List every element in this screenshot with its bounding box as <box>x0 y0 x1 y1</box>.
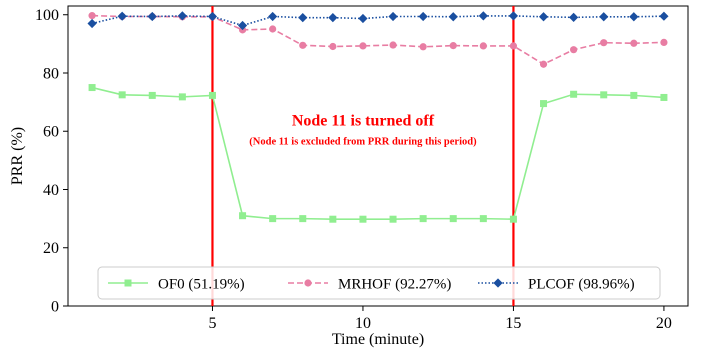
data-point <box>629 12 639 22</box>
series-layer <box>87 11 669 223</box>
series-3 <box>87 11 669 31</box>
x-tick-label: 5 <box>208 315 216 332</box>
data-point <box>538 12 549 22</box>
legend-label: PLCOF (98.96%) <box>528 277 635 293</box>
data-point <box>600 91 608 99</box>
data-point <box>509 42 518 50</box>
data-point <box>419 215 427 223</box>
data-point <box>269 25 277 33</box>
period-markers <box>211 6 515 306</box>
data-point <box>298 13 308 23</box>
data-point <box>570 90 578 98</box>
data-point <box>599 12 609 22</box>
data-point <box>208 91 216 99</box>
data-point <box>479 215 487 223</box>
y-tick-label: 80 <box>43 65 59 82</box>
series-line <box>92 14 664 66</box>
data-point <box>448 12 458 22</box>
data-point <box>449 42 457 50</box>
data-point <box>539 60 548 68</box>
data-point <box>87 18 97 29</box>
data-point <box>268 11 278 22</box>
legend: OF0 (51.19%) MRHOF (92.27%) PLCOF (98.96%) <box>97 266 661 300</box>
legend-label: OF0 (51.19%) <box>158 277 245 293</box>
data-point <box>659 11 669 21</box>
data-point <box>148 91 156 99</box>
data-point <box>630 39 638 47</box>
x-tick-label: 20 <box>656 315 672 332</box>
data-point <box>88 12 96 20</box>
data-point <box>117 11 127 21</box>
y-tick-label: 0 <box>51 299 59 316</box>
data-point <box>359 42 367 50</box>
series-line <box>91 86 664 221</box>
y-tick-label: 20 <box>43 240 59 257</box>
data-point <box>449 215 457 223</box>
data-point <box>329 215 337 223</box>
data-point <box>660 93 668 101</box>
data-point <box>600 39 608 47</box>
data-point <box>479 42 487 50</box>
data-point <box>358 13 368 24</box>
axes-layer: 5 10 15 20 0 20 40 60 80 100 Time (minute) PRR (%) <box>9 7 672 348</box>
legend-marker <box>304 279 312 287</box>
annotation-title: Node 11 is turned off <box>292 112 435 129</box>
data-point <box>660 38 668 47</box>
data-point <box>239 212 247 220</box>
data-point <box>328 13 338 23</box>
data-point <box>88 84 96 92</box>
data-point <box>388 11 398 22</box>
legend-marker <box>493 278 503 288</box>
annotation-subtitle: (Node 11 is excluded from PRR during thi… <box>249 136 477 147</box>
plot-area-frame <box>67 5 689 307</box>
data-point <box>540 100 548 108</box>
series-1 <box>88 84 668 223</box>
series-line <box>91 15 664 27</box>
data-point <box>118 91 126 99</box>
data-point <box>269 215 277 223</box>
data-point <box>237 20 248 31</box>
data-point <box>147 11 157 22</box>
x-axis-label: Time (minute) <box>332 331 424 348</box>
data-point <box>389 41 397 49</box>
data-point <box>508 11 519 21</box>
data-point <box>299 215 307 223</box>
y-tick-label: 60 <box>43 124 59 141</box>
y-tick-label: 40 <box>43 182 59 199</box>
data-point <box>389 215 397 223</box>
data-point <box>509 215 517 223</box>
y-tick-label: 100 <box>35 7 59 24</box>
data-point <box>569 12 579 22</box>
data-point <box>478 11 488 21</box>
annotations-layer: Node 11 is turned off (Node 11 is exclude… <box>249 112 477 147</box>
series-2 <box>88 12 668 68</box>
legend-marker <box>124 279 132 287</box>
data-point <box>178 93 186 101</box>
x-tick-label: 15 <box>505 315 521 332</box>
legend-label: MRHOF (92.27%) <box>338 277 451 293</box>
data-point <box>630 91 638 99</box>
data-point <box>207 11 218 22</box>
legend-box <box>97 266 661 300</box>
data-point <box>419 43 427 51</box>
y-axis-label: PRR (%) <box>9 127 26 185</box>
data-point <box>570 46 578 54</box>
data-point <box>299 41 307 49</box>
data-point <box>329 42 337 51</box>
data-point <box>418 11 428 22</box>
data-point <box>177 11 187 21</box>
x-tick-label: 10 <box>355 315 371 332</box>
data-point <box>359 215 367 223</box>
